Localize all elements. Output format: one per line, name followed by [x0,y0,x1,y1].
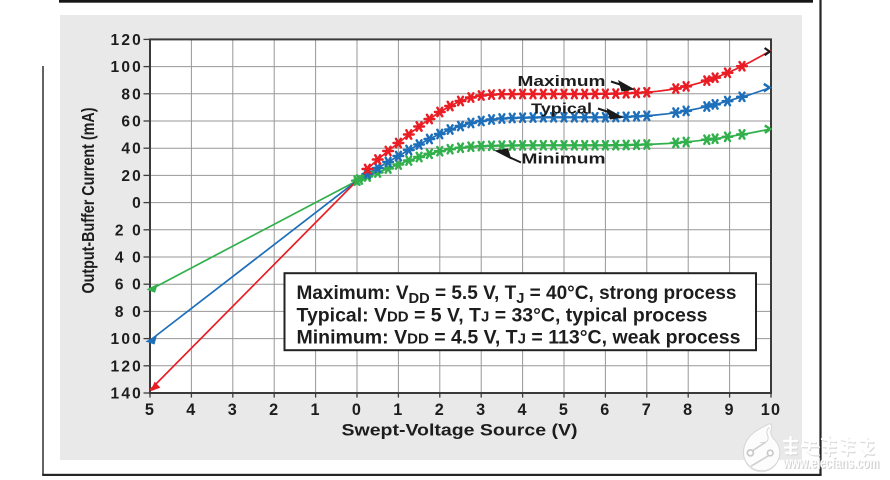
svg-text:www.elecfans.com: www.elecfans.com [782,455,879,472]
svg-text:120: 120 [111,32,143,49]
svg-text:80: 80 [121,86,143,103]
svg-text:40: 40 [121,141,143,158]
svg-text:6 0: 6 0 [115,277,143,294]
svg-text:Swept-Voltage Source (V): Swept-Voltage Source (V) [342,421,578,440]
svg-text:Output-Buffer Current (mA): Output-Buffer Current (mA) [78,108,98,294]
svg-text:140: 140 [111,386,143,403]
svg-text:Typical: VDD = 5 V, TJ = 33°C,: Typical: VDD = 5 V, TJ = 33°C, typical p… [297,305,708,327]
svg-text:1: 1 [393,401,403,419]
svg-text:8: 8 [683,401,693,419]
svg-text:5: 5 [559,401,569,419]
svg-text:2: 2 [435,401,445,419]
svg-text:7: 7 [642,401,652,419]
svg-text:Typical: Typical [531,102,592,118]
svg-text:6: 6 [600,401,610,419]
svg-text:2: 2 [269,401,279,419]
svg-text:4 0: 4 0 [115,250,143,267]
svg-text:100: 100 [111,331,143,348]
svg-text:Maximum: VDD = 5.5 V, TJ = 40°: Maximum: VDD = 5.5 V, TJ = 40°C, strong … [297,282,737,307]
svg-text:www.elecfans.com: www.elecfans.com [784,456,881,473]
svg-text:10: 10 [761,401,781,419]
svg-text:5: 5 [145,401,155,419]
svg-text:4: 4 [186,401,196,419]
svg-text:8 0: 8 0 [115,304,143,321]
svg-text:100: 100 [111,59,143,76]
svg-text:3: 3 [228,401,238,419]
svg-text:Minimum: Minimum [522,152,606,168]
svg-text:2 0: 2 0 [115,222,143,239]
svg-text:1: 1 [310,401,320,419]
svg-text:0: 0 [132,195,143,212]
svg-text:Minimum: VDD = 4.5 V, TJ = 113: Minimum: VDD = 4.5 V, TJ = 113°C, weak p… [297,327,741,349]
svg-text:120: 120 [111,358,143,375]
svg-text:60: 60 [121,114,143,131]
svg-text:20: 20 [121,168,143,185]
svg-text:3: 3 [476,401,486,419]
svg-text:9: 9 [724,401,734,419]
svg-text:Maximum: Maximum [518,74,606,90]
svg-text:4: 4 [517,401,527,419]
svg-text:0: 0 [352,401,362,419]
